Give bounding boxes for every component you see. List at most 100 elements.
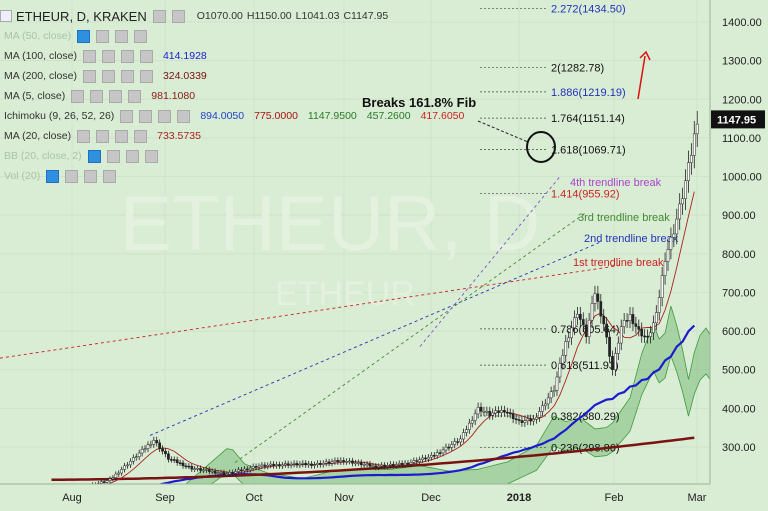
candle-body [149,443,153,446]
fib-label: 0.382(380.29) [551,411,620,423]
eye-icon[interactable] [82,49,96,63]
plus-icon[interactable] [158,109,172,123]
candle-body [383,464,386,467]
plus-icon[interactable] [84,169,98,183]
candle-body [596,293,600,302]
eye-icon[interactable] [82,69,96,83]
indicator-value: 324.0339 [162,70,207,82]
close-icon[interactable] [144,149,158,163]
candle-body [681,198,684,205]
plus-icon[interactable] [115,129,129,143]
eye-icon[interactable] [87,149,101,163]
eye-icon[interactable] [120,109,134,123]
symbol-row: ETHEUR, D, KRAKEN O1070.00 H1150.00 L104… [0,6,480,26]
candle-body [430,455,433,458]
fib-label: 1.886(1219.19) [551,87,626,99]
candle-body [362,464,366,466]
settings-icon[interactable] [101,49,115,63]
candle-body [324,461,328,464]
trendline [0,264,621,359]
candle-body [389,463,392,466]
settings-icon[interactable] [152,9,166,23]
candle-body [482,411,486,413]
annotation-pointer [477,120,529,143]
eye-icon[interactable] [71,89,85,103]
indicator-list: MA (50, close) MA (100, close) 414.1928 MA … [0,26,480,186]
close-icon[interactable] [177,109,191,123]
close-icon[interactable] [128,89,142,103]
eye-icon[interactable] [77,29,91,43]
plus-icon[interactable] [109,89,123,103]
candle-body [225,473,229,476]
candle-body [564,341,568,356]
close-icon[interactable] [103,169,117,183]
candle-body [608,336,611,357]
close-icon[interactable] [134,129,148,143]
indicator-value: 1147.9500 [307,110,357,122]
settings-icon[interactable] [139,109,153,123]
candle-body [132,457,135,462]
candle-body [342,460,346,463]
close-icon[interactable] [139,49,153,63]
settings-icon[interactable] [106,149,120,163]
plus-icon[interactable] [120,69,134,83]
eye-icon[interactable] [171,9,185,23]
breakout-circle [526,131,556,163]
candle-body [576,314,579,318]
plus-icon[interactable] [120,49,134,63]
plus-icon[interactable] [115,29,129,43]
close-icon[interactable] [134,29,148,43]
candle-body [231,472,235,474]
candle-body [503,410,506,413]
close-icon[interactable] [139,69,153,83]
candle-body [207,469,211,472]
candle-body [257,465,261,468]
plus-icon[interactable] [125,149,139,163]
candle-body [549,391,553,399]
candle-body [675,218,679,235]
x-tick-label: Mar [688,492,707,504]
eye-icon[interactable] [77,129,91,143]
settings-icon[interactable] [96,29,110,43]
candle-body [354,462,357,465]
candle-body [245,468,249,471]
fib-label: 1.764(1151.14) [551,113,625,125]
settings-icon[interactable] [101,69,115,83]
candle-body [538,411,541,418]
list-icon[interactable] [0,10,12,22]
candle-body [654,312,658,324]
candle-body [500,410,503,413]
candle-body [687,162,690,181]
candle-body [579,314,582,320]
candle-body [318,463,322,465]
candle-body [634,323,638,327]
candle-body [392,463,395,466]
settings-icon[interactable] [96,129,110,143]
settings-icon[interactable] [90,89,104,103]
candle-body [310,463,313,466]
indicator-value: 981.1080 [151,90,196,102]
candle-body [102,481,106,483]
candle-body [517,419,521,421]
candle-body [377,465,381,468]
candle-body [260,464,264,467]
eye-icon[interactable] [46,169,60,183]
candle-body [427,456,430,460]
candle-body [202,469,205,472]
candle-body [497,410,500,413]
candle-body [616,342,620,354]
candle-body [129,460,132,466]
candle-body [415,460,419,462]
candle-body [281,464,284,467]
settings-icon[interactable] [65,169,79,183]
candle-body [137,452,141,457]
candle-body [313,464,316,466]
candle-body [304,462,308,466]
candle-body [649,332,652,337]
candle-body [462,432,465,440]
candle-body [590,303,594,321]
candle-body [669,236,673,250]
candle-body [541,405,544,412]
